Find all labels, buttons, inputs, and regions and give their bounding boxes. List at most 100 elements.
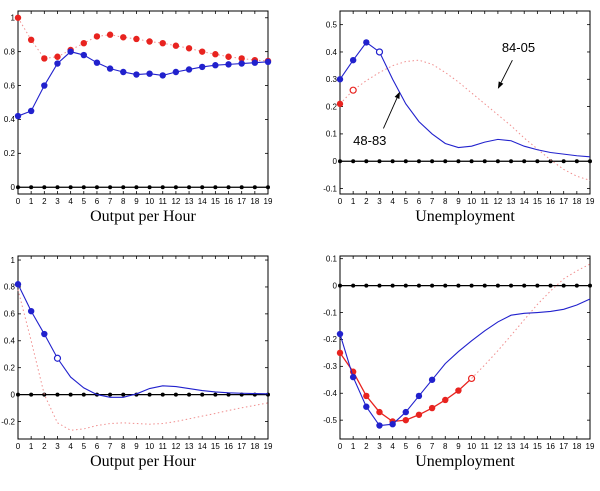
y-tick-label: 0.2	[4, 149, 16, 158]
x-tick-label: 18	[572, 197, 581, 206]
series-blue-solid	[336, 298, 591, 429]
y-tick-label: -0.4	[323, 389, 337, 398]
marker-filled	[264, 58, 272, 66]
marker-filled	[41, 330, 48, 338]
y-tick-label: 0	[11, 183, 16, 192]
marker-filled	[120, 34, 127, 41]
series-84-05-red-dotted	[17, 289, 269, 431]
annotation-84-05: 84-05	[497, 40, 535, 89]
x-tick-label: 5	[82, 442, 87, 451]
x-tick-label: 12	[171, 197, 180, 206]
series-48-83-blue-solid	[336, 39, 591, 158]
y-tick-label: 0	[333, 157, 338, 166]
y-tick-label: 0.1	[326, 130, 338, 139]
marker-filled	[363, 403, 370, 410]
marker-filled	[389, 420, 396, 428]
marker-filled	[225, 61, 232, 68]
axis-title-top-right: Unemployment	[415, 208, 515, 225]
marker-filled	[212, 62, 219, 69]
marker-filled	[54, 60, 61, 67]
x-tick-label: 2	[364, 442, 369, 451]
y-tick-label: 0.4	[326, 48, 338, 57]
x-tick-label: 16	[224, 197, 233, 206]
x-tick-label: 4	[390, 197, 395, 206]
x-tick-label: 4	[68, 442, 73, 451]
x-tick-label: 11	[159, 442, 168, 451]
x-tick-label: 17	[237, 197, 246, 206]
marker-filled	[455, 387, 462, 394]
x-tick-label: 17	[559, 442, 568, 451]
axis-title-bottom-left: Output per Hour	[90, 453, 196, 470]
chart-canvas-top-right: 0 1 2 3 4 5 6 7 8 9 10 11 12 13 14 15 16 17 18 19-0.100.10.…	[323, 10, 595, 206]
y-tick-label: 0.6	[4, 81, 16, 90]
x-tick-label: 0	[16, 197, 21, 206]
x-tick-label: 0	[16, 442, 21, 451]
y-axis-ticks: -0.1 0 0.1 0.2 0.3 0.4 0.5	[323, 20, 590, 193]
y-tick-label: 0.8	[4, 283, 16, 292]
x-tick-label: 10	[467, 197, 476, 206]
series-84-05-red-dotted	[336, 59, 591, 181]
x-tick-label: 16	[546, 442, 555, 451]
x-tick-label: 3	[55, 442, 60, 451]
marker-filled	[172, 68, 180, 76]
chart-unemployment-bottom: 0 1 2 3 4 5 6 7 8 9 10 11 12 13 14 15 16 17 18 19 -0.5 -0.4 -0…	[300, 245, 600, 491]
annotation-arrow-line	[383, 97, 398, 129]
x-tick-label: 13	[185, 197, 194, 206]
x-tick-label: 8	[121, 197, 126, 206]
x-tick-label: 19	[264, 197, 273, 206]
y-tick-label: -0.1	[323, 184, 337, 193]
chart-output-per-hour-top: 0 1 2 3 4 5 6 7 8 9 10 11 12 13 14 15 16 17 18 19 0 0.2 0.4 0.6…	[0, 0, 300, 245]
series-48-83-blue-solid	[14, 281, 269, 398]
marker-filled	[415, 392, 423, 400]
x-tick-label: 1	[351, 197, 356, 206]
x-tick-label: 19	[586, 442, 595, 451]
x-tick-label: 5	[82, 197, 87, 206]
marker-filled	[251, 59, 259, 66]
y-tick-label: 0.2	[326, 102, 338, 111]
annotation-48-83: 48-83	[353, 91, 400, 148]
marker-filled	[238, 60, 245, 67]
x-tick-label: 15	[533, 442, 542, 451]
x-axis-ticks: 0 1 2 3 4 5 6 7 8 9 10 11 12 13 14 15 16 17 18 19	[338, 11, 595, 206]
marker-filled	[133, 71, 140, 78]
x-axis-ticks: 0 1 2 3 4 5 6 7 8 9 10 11 12 13 14 15 16 17 18 19	[338, 256, 595, 451]
y-tick-label: -0.5	[323, 416, 337, 425]
y-tick-label: -0.1	[323, 308, 337, 317]
x-tick-label: 11	[481, 197, 490, 206]
chart-canvas-bottom-right: 0 1 2 3 4 5 6 7 8 9 10 11 12 13 14 15 16 17 18 19-0.5-0.4-0…	[323, 254, 595, 451]
marker-filled	[349, 56, 357, 64]
x-tick-label: 9	[456, 197, 461, 206]
x-tick-label: 18	[572, 442, 581, 451]
x-tick-label: 15	[533, 197, 542, 206]
series-48-83-blue-solid	[14, 48, 272, 120]
chart-unemployment-top: 0 1 2 3 4 5 6 7 8 9 10 11 12 13 14 15 16 17 18 19 -0.1 0 0.1 0.…	[300, 0, 600, 245]
x-tick-label: 5	[404, 197, 409, 206]
x-tick-label: 4	[390, 442, 395, 451]
y-tick-label: 0.6	[4, 310, 16, 319]
x-tick-label: 0	[338, 197, 343, 206]
annotation-arrow-head	[394, 91, 400, 100]
x-tick-label: 1	[29, 442, 34, 451]
x-tick-label: 6	[95, 197, 100, 206]
x-tick-label: 19	[586, 197, 595, 206]
x-tick-label: 19	[264, 442, 273, 451]
x-tick-label: 14	[198, 197, 207, 206]
marker-filled	[442, 396, 449, 404]
marker-filled	[402, 408, 409, 416]
marker-filled	[93, 33, 101, 40]
marker-filled	[363, 39, 370, 46]
y-tick-label: 1	[11, 14, 16, 23]
x-tick-label: 1	[29, 197, 34, 206]
chart-canvas-bottom-left: 0 1 2 3 4 5 6 7 8 9 10 11 12 13 14 15 16 17 18 19-0.200.20.…	[1, 255, 273, 451]
y-tick-label: 0.4	[4, 337, 16, 346]
x-tick-label: 13	[507, 197, 516, 206]
x-tick-label: 16	[546, 197, 555, 206]
y-tick-label: 0.3	[326, 75, 338, 84]
x-tick-label: 15	[211, 442, 220, 451]
marker-filled	[199, 48, 206, 55]
x-tick-label: 14	[520, 197, 529, 206]
zero-line	[338, 159, 592, 164]
marker-filled	[336, 100, 344, 108]
annotation-label: 84-05	[502, 40, 535, 55]
